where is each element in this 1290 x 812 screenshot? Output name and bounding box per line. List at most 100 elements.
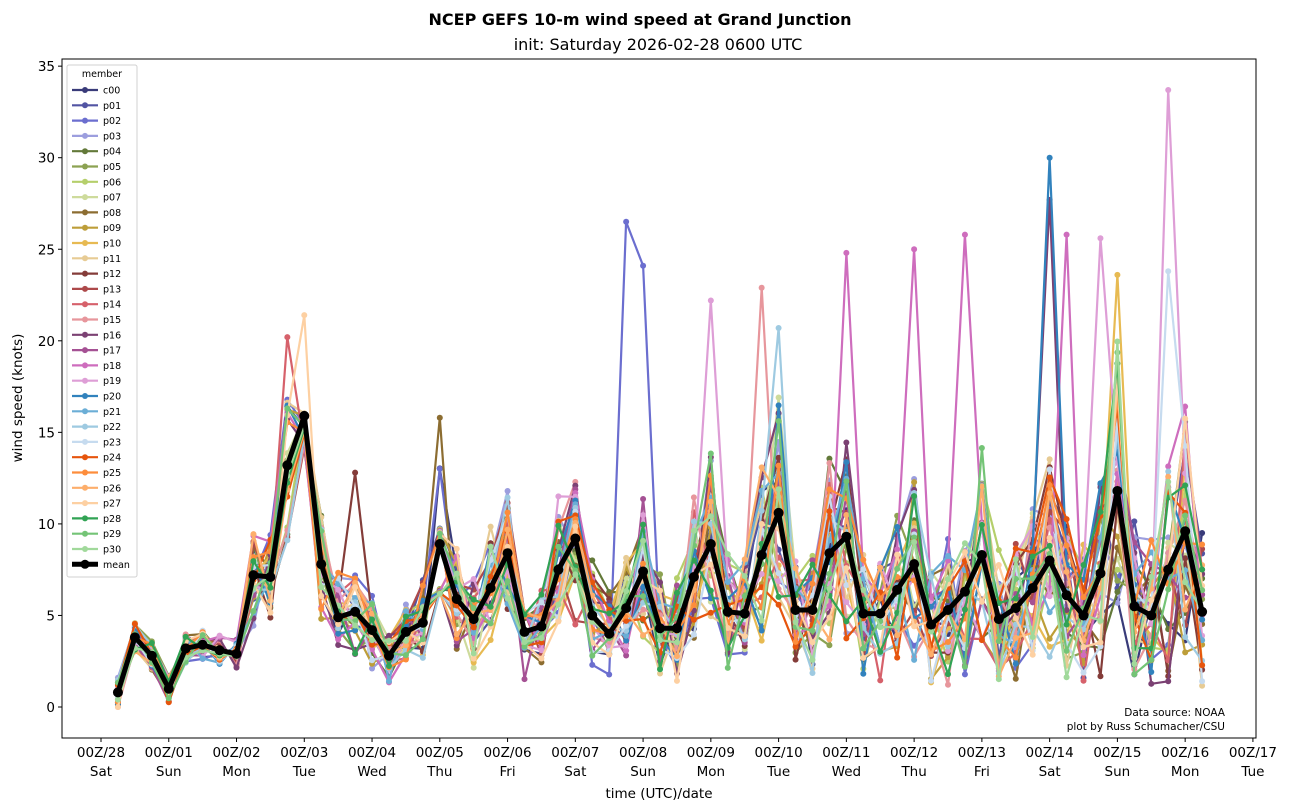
legend-item-p11: p11 [72, 254, 121, 265]
data-point-p23 [1182, 442, 1189, 449]
data-point-p19 [640, 512, 647, 519]
legend-label: p27 [103, 499, 121, 510]
data-point-p27 [1148, 597, 1155, 604]
data-point-p30 [521, 638, 528, 645]
data-point-p21 [352, 595, 359, 602]
data-point-p25 [352, 575, 359, 582]
data-point-p24 [487, 573, 494, 580]
legend-label: p20 [103, 392, 121, 403]
legend-item-p26: p26 [72, 483, 121, 494]
legend-item-p19: p19 [72, 376, 121, 387]
data-point-p30 [995, 676, 1002, 683]
data-point-p25 [1012, 654, 1019, 661]
data-point-mean [858, 608, 869, 619]
legend-item-p16: p16 [72, 330, 121, 341]
data-point-p27 [741, 633, 748, 640]
y-tick-label: 25 [38, 242, 55, 258]
data-point-mean [367, 625, 378, 636]
legend-item-p14: p14 [72, 300, 121, 311]
data-point-p26 [1182, 606, 1189, 613]
data-point-p30 [1165, 478, 1172, 485]
data-point-p12 [775, 454, 782, 461]
data-point-p30 [707, 513, 714, 520]
data-point-mean [1129, 601, 1140, 612]
data-point-p27 [1012, 615, 1019, 622]
data-point-p27 [267, 609, 274, 616]
data-point-p03 [1114, 599, 1121, 606]
data-point-p11 [487, 523, 494, 530]
x-tick-label-date: 00Z/08 [619, 745, 667, 761]
legend-label: p23 [103, 437, 121, 448]
data-point-p28 [775, 593, 782, 600]
data-point-mean [1180, 526, 1191, 537]
legend-marker [82, 209, 88, 216]
data-point-p26 [1046, 490, 1053, 497]
data-point-p30 [1097, 617, 1104, 624]
data-point-p20 [335, 630, 342, 637]
data-point-p09 [318, 615, 325, 622]
data-point-p15 [945, 681, 951, 688]
data-point-p02 [961, 671, 968, 678]
data-point-p20 [419, 597, 426, 604]
data-point-p28 [911, 493, 918, 500]
legend-marker [82, 194, 88, 201]
legend-label: p29 [103, 529, 121, 540]
data-point-p25 [318, 606, 325, 613]
x-tick-label-weekday: Tue [1240, 764, 1264, 780]
data-point-p28 [1046, 542, 1053, 549]
x-tick-label-date: 00Z/15 [1093, 745, 1141, 761]
data-point-p27 [657, 587, 664, 594]
data-point-p15 [1182, 497, 1189, 504]
data-point-c00 [1199, 529, 1206, 536]
data-point-p28 [961, 606, 968, 613]
x-tick-label-weekday: Sun [630, 764, 656, 780]
data-point-p22 [945, 643, 951, 650]
data-point-p27 [961, 549, 968, 556]
data-point-p28 [487, 603, 494, 610]
legend-label: p07 [103, 193, 121, 204]
legend-marker [82, 362, 88, 369]
data-point-p19 [843, 599, 850, 606]
data-point-p18 [1080, 652, 1087, 659]
data-point-p22 [809, 670, 816, 677]
data-point-p28 [657, 666, 664, 673]
data-point-mean [400, 626, 411, 637]
data-point-p21 [945, 552, 951, 559]
data-point-p29 [199, 632, 206, 639]
data-point-p01 [1131, 518, 1138, 525]
data-point-mean [655, 623, 666, 634]
data-point-p14 [1080, 677, 1087, 684]
data-point-p29 [843, 478, 850, 485]
data-point-p06 [1114, 566, 1121, 573]
data-point-p17 [809, 557, 816, 564]
data-point-p27 [453, 545, 460, 552]
data-point-p29 [961, 663, 968, 670]
data-point-mean [316, 559, 327, 570]
data-point-p29 [640, 593, 647, 600]
legend-marker [82, 408, 88, 415]
data-point-p10 [758, 637, 765, 644]
data-point-p25 [335, 569, 342, 576]
data-point-p16 [843, 439, 850, 446]
legend-marker [82, 347, 88, 354]
y-axis-label: wind speed (knots) [10, 334, 26, 463]
data-point-p30 [860, 586, 867, 593]
data-point-p22 [657, 603, 664, 610]
data-point-p30 [928, 628, 935, 635]
plot-area [61, 58, 1257, 739]
legend-title: member [82, 69, 122, 80]
x-tick-label-date: 00Z/07 [551, 745, 599, 761]
data-point-p12 [352, 469, 359, 476]
data-point-p27 [843, 565, 850, 572]
data-point-p16 [1165, 678, 1172, 685]
data-point-p19 [538, 647, 545, 654]
data-point-p28 [1097, 508, 1104, 515]
data-point-p30 [640, 537, 647, 544]
x-axis-label: time (UTC)/date [605, 786, 712, 802]
data-point-p28 [1063, 621, 1070, 628]
legend-item-p27: p27 [72, 499, 121, 510]
data-point-p20 [775, 402, 782, 409]
y-tick-label: 0 [46, 700, 55, 716]
data-point-p18 [961, 231, 968, 238]
y-tick-label: 15 [38, 425, 55, 441]
